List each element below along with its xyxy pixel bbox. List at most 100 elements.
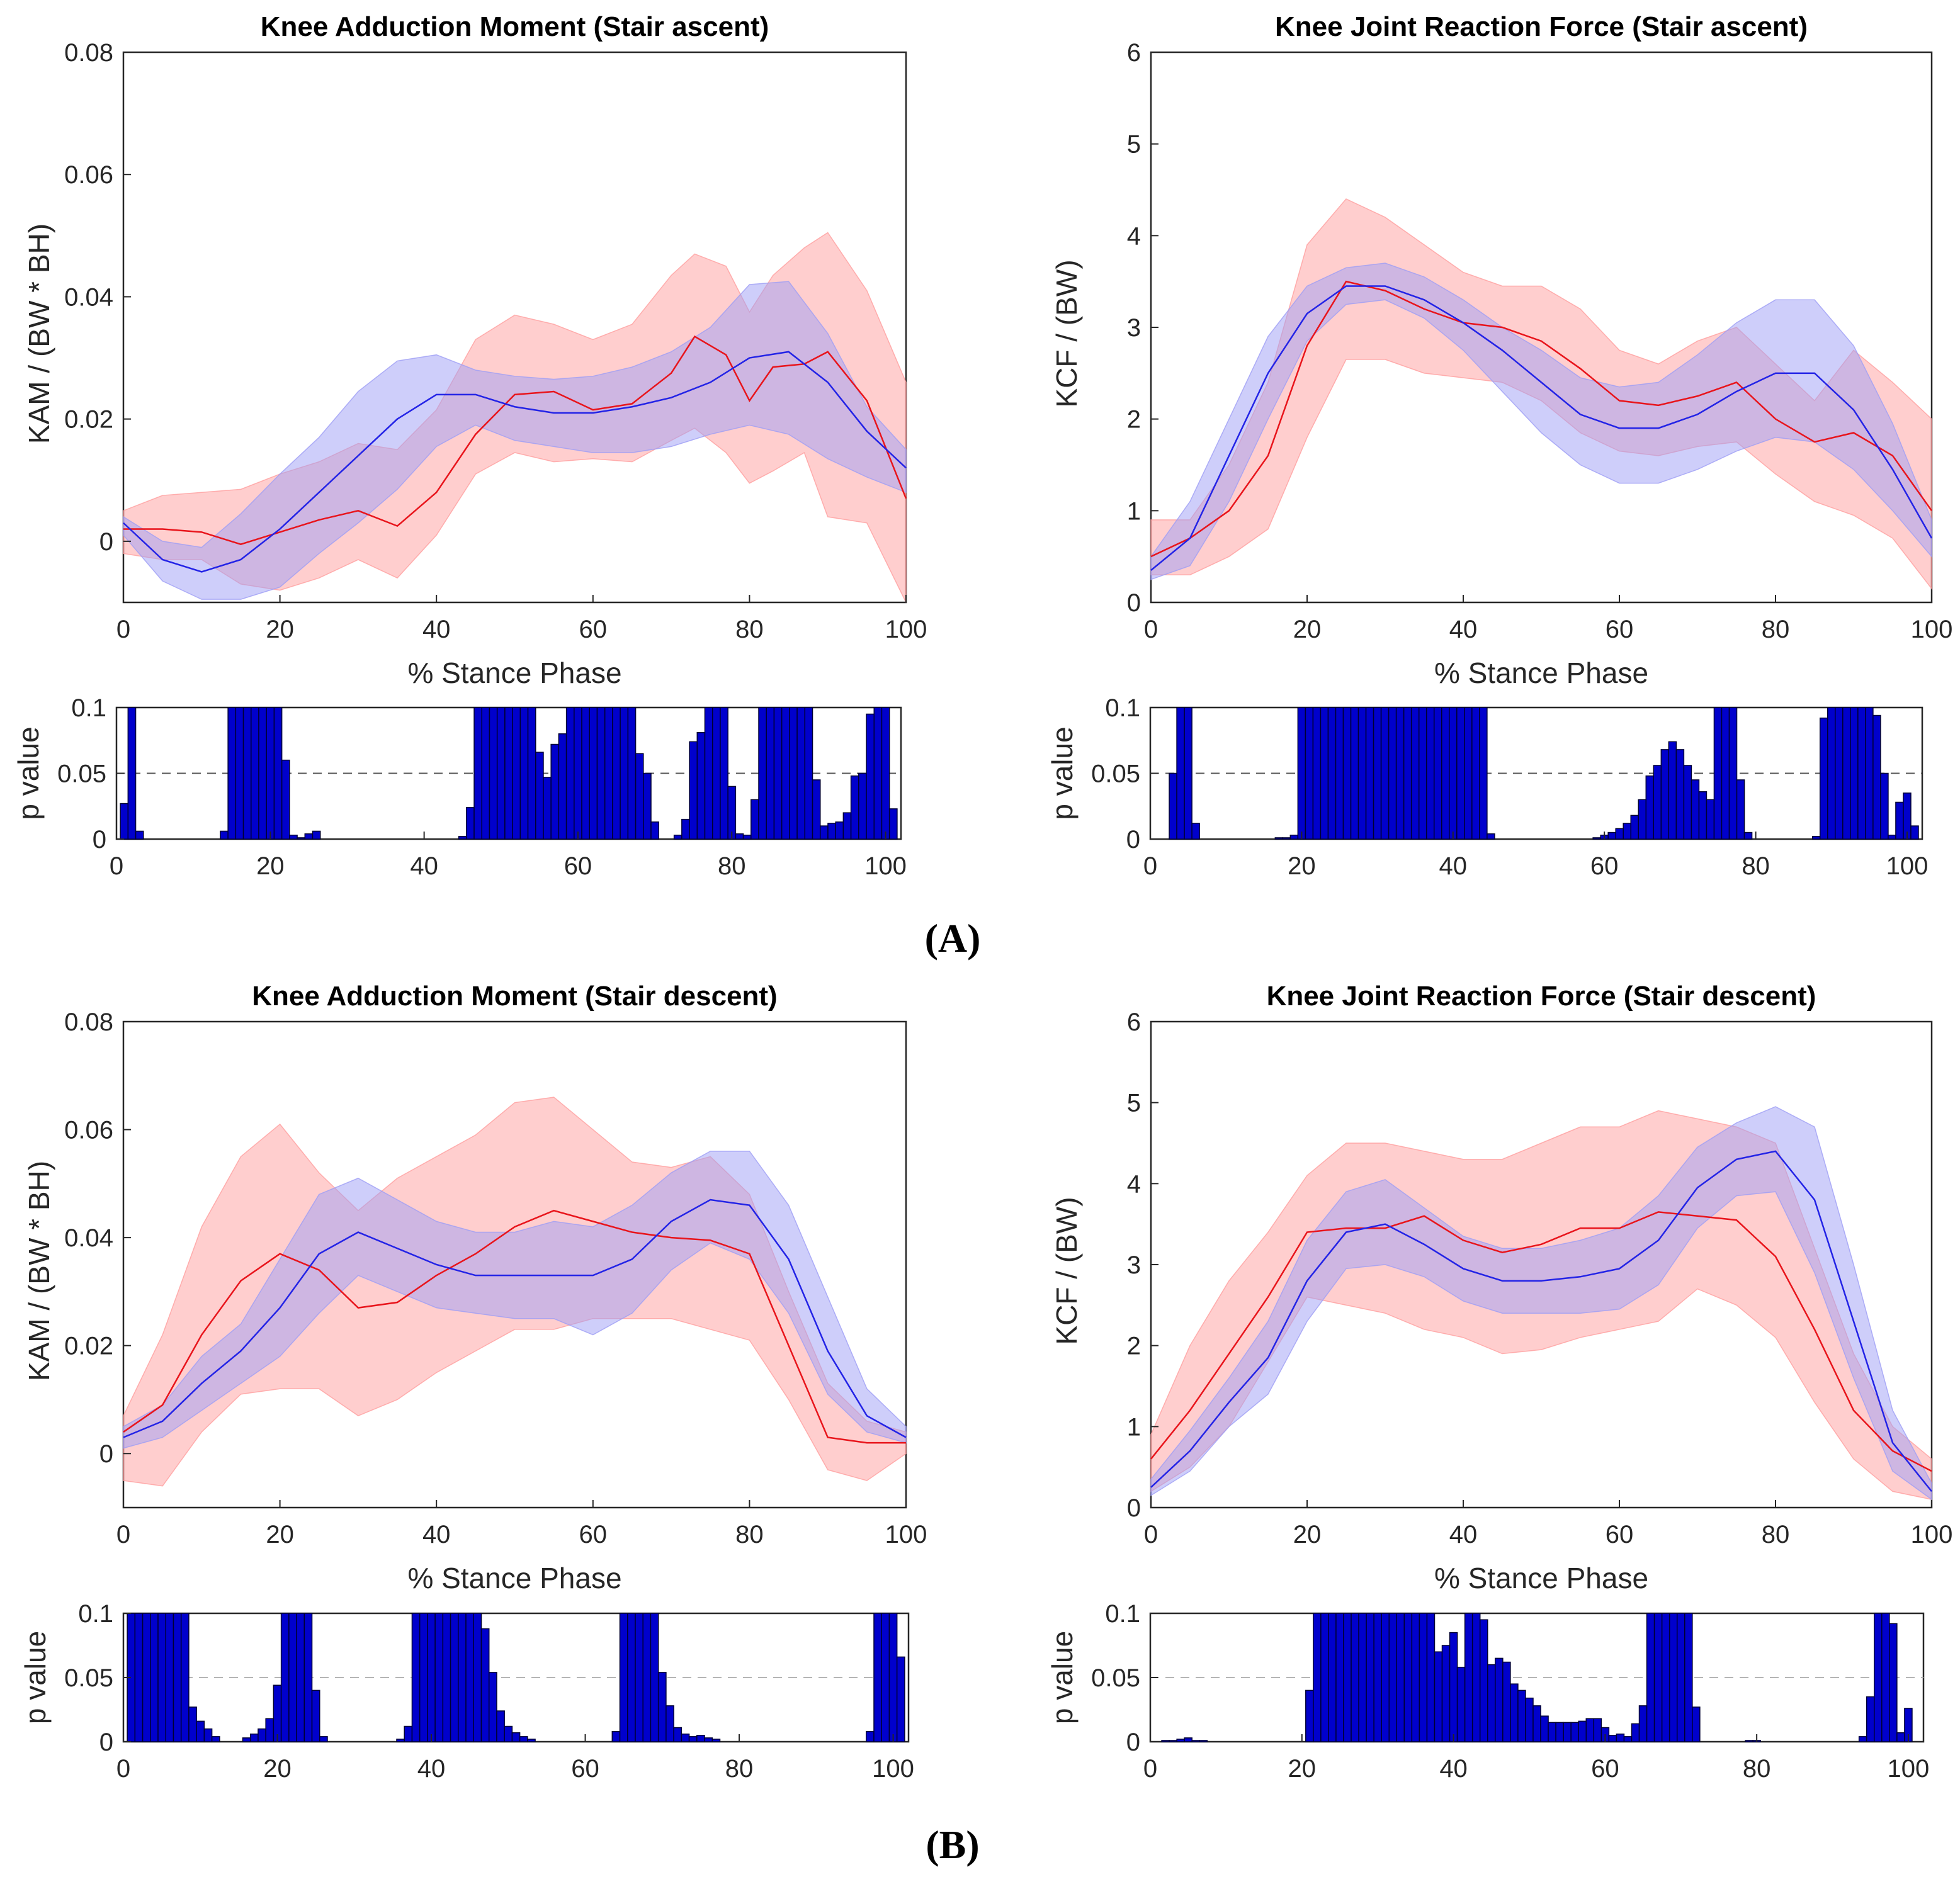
p-value-bar xyxy=(1434,1651,1443,1742)
y-tick-label: 0 xyxy=(1126,1729,1140,1756)
x-tick-label: 60 xyxy=(1606,1521,1634,1548)
p-value-bar xyxy=(1889,1623,1898,1742)
p-value-bar xyxy=(1403,707,1412,840)
p-value-bar xyxy=(434,1613,444,1742)
p-value-bar xyxy=(1328,1613,1337,1742)
mean-line-blue xyxy=(1150,1150,1932,1492)
y-tick-label: 0.08 xyxy=(64,39,113,67)
p-value-bar xyxy=(1169,1740,1177,1742)
p-value-bar xyxy=(1388,1613,1398,1742)
y-tick-label: 2 xyxy=(1127,406,1141,434)
p-value-bar xyxy=(1540,1715,1549,1742)
p-value-bar xyxy=(1683,765,1692,840)
p-value-bar xyxy=(1199,1740,1208,1742)
p-value-bar xyxy=(1471,1613,1481,1742)
p-value-bar xyxy=(289,834,298,840)
p-value-bar xyxy=(442,1613,451,1742)
p-value-bar xyxy=(1865,707,1874,840)
y-tick-label: 0.08 xyxy=(64,1008,113,1036)
p-value-bar xyxy=(873,707,883,840)
p-value-bar xyxy=(235,707,244,840)
p-value-bar xyxy=(689,741,698,840)
p-value-bar xyxy=(265,1718,275,1742)
y-tick-label: 0.04 xyxy=(64,1224,113,1252)
x-tick-label: 0 xyxy=(1144,1521,1158,1548)
p-value-bar xyxy=(127,707,137,840)
chart-title: Knee Adduction Moment (Stair ascent) xyxy=(261,11,769,42)
p-value-bar xyxy=(842,812,852,840)
chart-title: Knee Adduction Moment (Stair descent) xyxy=(252,981,777,1012)
p-value-bar xyxy=(1835,707,1844,840)
p-value-bar xyxy=(1425,707,1435,840)
p-value-bar xyxy=(1631,1723,1640,1742)
p-value-bar xyxy=(1487,833,1495,840)
x-axis-label: % Stance Phase xyxy=(1434,657,1648,689)
p-value-bar xyxy=(574,707,582,840)
p-value-bar xyxy=(273,1684,282,1742)
p-value-bar xyxy=(1653,765,1662,840)
y-tick-label: 0 xyxy=(1126,826,1140,854)
p-value-bar xyxy=(1842,707,1851,840)
p-value-bar xyxy=(666,1705,674,1742)
p-value-bar xyxy=(288,1613,297,1742)
p-value-bar xyxy=(1282,837,1291,840)
p-value-bar xyxy=(496,1710,505,1742)
p-value-bar xyxy=(1176,707,1185,840)
p-value-bar xyxy=(850,775,859,840)
p-value-bar xyxy=(1313,1613,1322,1742)
x-tick-label: 100 xyxy=(885,616,927,643)
p-value-bar xyxy=(519,707,529,840)
p-value-bar xyxy=(1858,1736,1867,1742)
x-tick-label: 20 xyxy=(263,1755,292,1783)
x-tick-label: 40 xyxy=(422,1521,451,1548)
p-value-bar xyxy=(635,753,644,840)
chart-kcf-asc: Knee Joint Reaction Force (Stair ascent)… xyxy=(1050,11,1952,689)
p-value-bar xyxy=(1888,834,1896,840)
p-value-bar xyxy=(120,803,129,840)
y-tick-label: 6 xyxy=(1127,39,1141,67)
mean-line-red xyxy=(1150,280,1933,558)
p-value-bar xyxy=(1548,1722,1556,1742)
p-value-bar xyxy=(1570,1722,1579,1742)
p-value-bar xyxy=(1525,1697,1534,1742)
mean-line-red xyxy=(123,1209,906,1444)
x-tick-label: 60 xyxy=(1606,616,1634,643)
p-value-bar xyxy=(711,1739,721,1742)
p-value-bar xyxy=(650,821,659,840)
chart-p-kam-asc: p value 0 20 40 60 80 100 0 0.05 0.1 xyxy=(12,694,907,880)
y-axis-label: p value xyxy=(1046,1631,1079,1724)
p-value-bar xyxy=(1312,707,1322,840)
p-value-bar xyxy=(720,707,728,840)
chart-kam-asc: Knee Adduction Moment (Stair ascent) % St… xyxy=(23,11,927,689)
p-value-bar xyxy=(1449,707,1458,840)
p-value-bar xyxy=(319,1736,328,1742)
p-value-bar xyxy=(180,1613,190,1742)
y-tick-label: 0 xyxy=(99,1729,113,1756)
x-tick-label: 0 xyxy=(1143,1755,1157,1783)
p-value-bar xyxy=(1638,799,1647,840)
y-tick-label: 0 xyxy=(93,826,106,854)
p-value-bar xyxy=(480,1628,490,1742)
p-value-bar xyxy=(704,1737,713,1742)
y-tick-label: 0.02 xyxy=(64,406,113,434)
p-value-bar xyxy=(1176,1739,1185,1742)
p-value-bar xyxy=(1184,1737,1192,1742)
p-value-bar xyxy=(1343,1613,1352,1742)
p-value-bar xyxy=(804,707,813,840)
band-blue xyxy=(1150,262,1932,580)
p-value-bar xyxy=(1827,707,1836,840)
p-value-bar xyxy=(1881,1613,1890,1742)
y-tick-label: 0.1 xyxy=(1105,1600,1140,1628)
p-value-bar xyxy=(1350,707,1359,840)
p-value-bar xyxy=(473,1613,482,1742)
x-tick-label: 100 xyxy=(1888,1755,1930,1783)
x-tick-label: 20 xyxy=(1288,852,1316,880)
p-value-bar xyxy=(1342,707,1352,840)
p-value-bar xyxy=(1645,775,1655,840)
p-value-bar xyxy=(866,713,875,840)
p-value-bar xyxy=(673,1727,683,1742)
p-value-bar xyxy=(711,707,721,840)
chart-p-kcf-asc: p value 0 20 40 60 80 100 0 0.05 0.1 xyxy=(1046,694,1928,880)
x-tick-label: 60 xyxy=(1591,1755,1619,1783)
x-tick-label: 0 xyxy=(116,616,130,643)
